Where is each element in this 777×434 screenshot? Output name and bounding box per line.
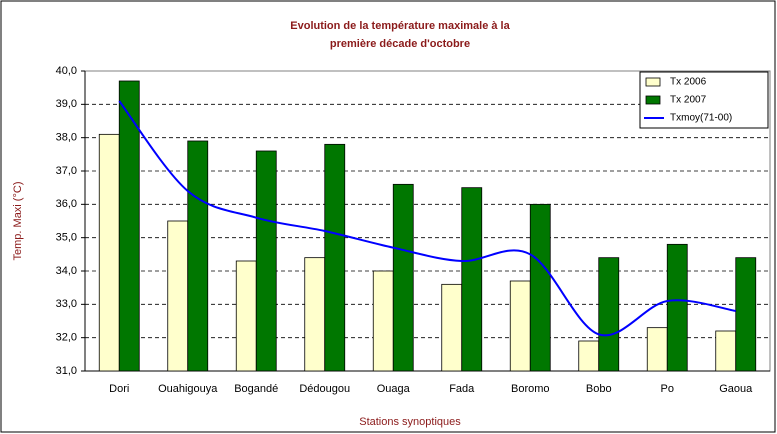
legend-swatch [645, 77, 661, 87]
bar [235, 260, 257, 372]
x-tick-label: Gaoua [719, 383, 753, 395]
chart-title: Evolution de la température maximale à l… [290, 20, 510, 32]
y-axis-title: Temp. Maxi (°C) [12, 182, 24, 261]
legend-label: Tx 2007 [670, 95, 707, 106]
legend-label: Txmoy(71-00) [670, 113, 732, 124]
bar [578, 340, 600, 372]
x-tick-label: Ouaga [377, 383, 411, 395]
bar [441, 283, 463, 372]
y-tick-label: 39,0 [56, 98, 77, 110]
y-tick-label: 36,0 [56, 198, 77, 210]
y-tick-label: 34,0 [56, 265, 77, 277]
y-tick-label: 37,0 [56, 165, 77, 177]
bar [98, 133, 120, 372]
x-tick-label: Boromo [511, 383, 550, 395]
bar [461, 187, 483, 372]
legend-label: Tx 2006 [670, 77, 707, 88]
bar [118, 80, 140, 372]
bar [509, 280, 531, 372]
x-tick-label: Bogandé [234, 383, 278, 395]
bar [529, 203, 551, 372]
bar [255, 150, 277, 372]
bar [646, 327, 668, 372]
y-tick-label: 38,0 [56, 132, 77, 144]
bar [598, 257, 620, 372]
bar [715, 330, 737, 372]
y-tick-label: 40,0 [56, 65, 77, 77]
y-tick-label: 31,0 [56, 365, 77, 377]
bar [187, 140, 209, 372]
bar [304, 257, 326, 372]
x-tick-label: Dédougou [299, 383, 350, 395]
y-tick-label: 35,0 [56, 232, 77, 244]
legend-swatch [645, 95, 661, 105]
x-axis-title: Stations synoptiques [359, 416, 461, 428]
x-tick-label: Ouahigouya [158, 383, 218, 395]
line [118, 100, 736, 337]
x-tick-label: Fada [449, 383, 475, 395]
y-tick-label: 33,0 [56, 298, 77, 310]
bar [372, 270, 394, 372]
bar [167, 220, 189, 372]
bar [735, 257, 757, 372]
chart-title: première décade d'octobre [330, 38, 470, 50]
y-tick-label: 32,0 [56, 332, 77, 344]
bar [666, 243, 688, 372]
x-tick-label: Bobo [586, 383, 612, 395]
x-tick-label: Po [661, 383, 674, 395]
x-tick-label: Dori [109, 383, 129, 395]
bar [324, 143, 346, 372]
bar [392, 183, 414, 372]
